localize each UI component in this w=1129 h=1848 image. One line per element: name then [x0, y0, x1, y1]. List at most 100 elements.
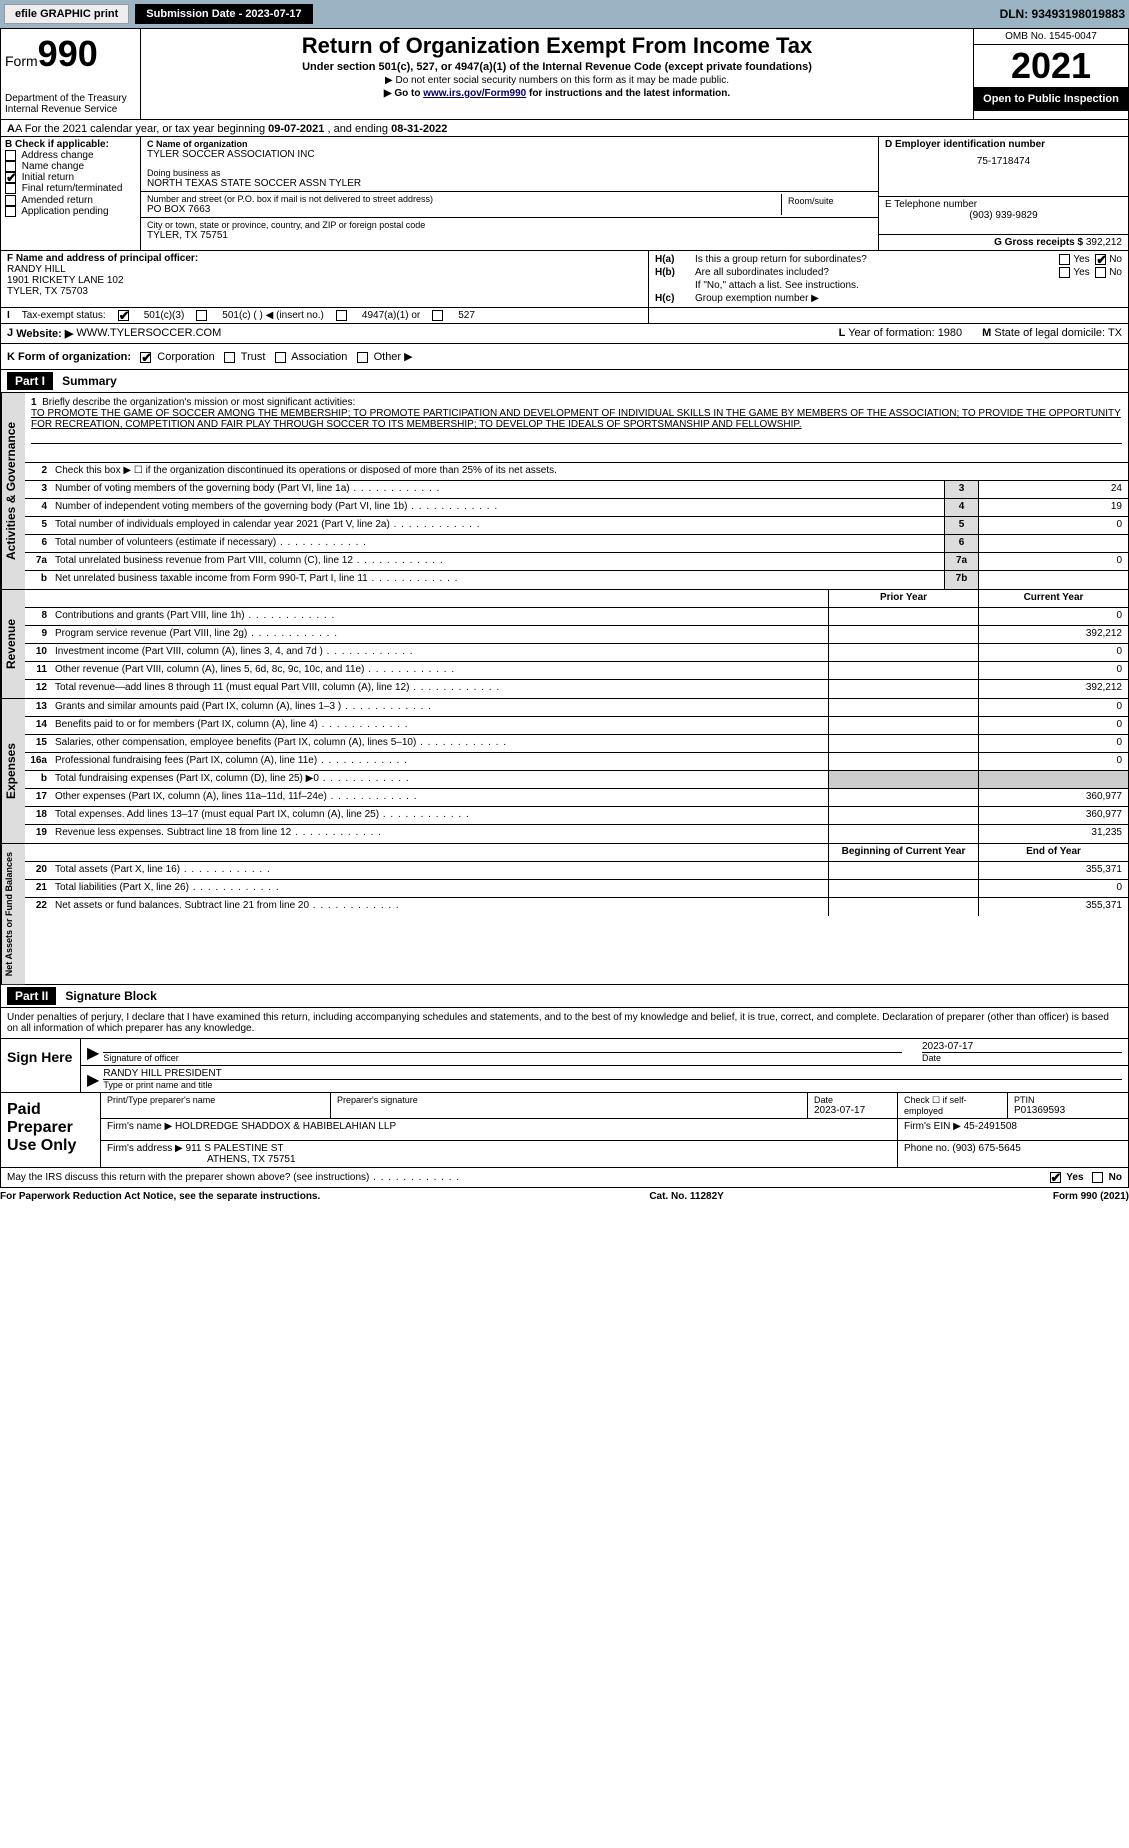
summary-row: b Net unrelated business taxable income …: [25, 571, 1128, 589]
row-num: 7a: [25, 553, 51, 570]
firm-addr-label: Firm's address ▶: [107, 1143, 183, 1154]
table-row: 10 Investment income (Part VIII, column …: [25, 644, 1128, 662]
submission-date-button[interactable]: Submission Date - 2023-07-17: [135, 4, 312, 24]
firm-name-label: Firm's name ▶: [107, 1121, 172, 1132]
table-row: 13 Grants and similar amounts paid (Part…: [25, 699, 1128, 717]
row-value: 19: [978, 499, 1128, 516]
hb-yes-check[interactable]: [1059, 267, 1070, 278]
row-num: 22: [25, 898, 51, 916]
line1-num: 1: [31, 397, 37, 408]
ha-yes-check[interactable]: [1059, 254, 1070, 265]
row-text: Net unrelated business taxable income fr…: [51, 571, 944, 589]
row-text: Number of voting members of the governin…: [51, 481, 944, 498]
row-text: Total expenses. Add lines 13–17 (must eq…: [51, 807, 828, 824]
section-c: C Name of organization TYLER SOCCER ASSO…: [141, 137, 878, 250]
org-name: TYLER SOCCER ASSOCIATION INC: [147, 149, 872, 160]
footer-bottom: For Paperwork Reduction Act Notice, see …: [0, 1188, 1129, 1205]
form-header: Form990 Department of the Treasury Inter…: [0, 28, 1129, 120]
hb-note-row: If "No," attach a list. See instructions…: [655, 279, 1122, 292]
i-501c-check[interactable]: [196, 310, 207, 321]
prior-value: [828, 735, 978, 752]
i-4947-check[interactable]: [336, 310, 347, 321]
row-num: 17: [25, 789, 51, 806]
row-box: 5: [944, 517, 978, 534]
hb-no-check[interactable]: [1095, 267, 1106, 278]
ptin-hdr: PTIN: [1014, 1095, 1122, 1105]
row-text: Salaries, other compensation, employee b…: [51, 735, 828, 752]
expense-body: 13 Grants and similar amounts paid (Part…: [25, 699, 1128, 843]
ha-no-check[interactable]: [1095, 254, 1106, 265]
phone-value: (903) 939-9829: [885, 210, 1122, 221]
net-assets-table: Net Assets or Fund Balances Beginning of…: [0, 844, 1129, 985]
current-value: 0: [978, 662, 1128, 679]
revenue-tab: Revenue: [1, 590, 25, 698]
discuss-no-check[interactable]: [1092, 1172, 1103, 1183]
k-opt1: Trust: [241, 351, 266, 363]
section-k: K Form of organization: Corporation Trus…: [0, 344, 1129, 370]
current-value: 0: [978, 735, 1128, 752]
prior-year-hdr: Prior Year: [828, 590, 978, 607]
goto-note: ▶ Go to www.irs.gov/Form990 for instruct…: [151, 88, 963, 99]
i-501c3-check[interactable]: [118, 310, 129, 321]
rev-hdr-text: [51, 590, 828, 607]
row-value: 0: [978, 553, 1128, 570]
irs-link[interactable]: www.irs.gov/Form990: [423, 88, 526, 99]
dba-label: Doing business as: [147, 168, 872, 178]
paid-row-3: Firm's address ▶ 911 S PALESTINE ST ATHE…: [101, 1141, 1128, 1167]
row-text: Total liabilities (Part X, line 26): [51, 880, 828, 897]
governance-tab: Activities & Governance: [1, 393, 25, 589]
sig-date-label: Date: [922, 1052, 1122, 1063]
prior-value: [828, 880, 978, 897]
i-opt3: 527: [458, 310, 475, 321]
prior-value: [828, 608, 978, 625]
k-assoc-check[interactable]: [275, 352, 286, 363]
k-corp-check[interactable]: [140, 352, 151, 363]
i-opt1: 501(c) ( ) ◀ (insert no.): [222, 310, 324, 321]
discuss-yes-check[interactable]: [1050, 1172, 1061, 1183]
street-label: Number and street (or P.O. box if mail i…: [147, 194, 781, 204]
prior-value: [828, 699, 978, 716]
i-527-check[interactable]: [432, 310, 443, 321]
current-value: 360,977: [978, 789, 1128, 806]
hc-text: Group exemption number ▶: [695, 293, 819, 304]
city-value: TYLER, TX 75751: [147, 230, 872, 241]
row-text: Total fundraising expenses (Part IX, col…: [51, 771, 828, 788]
b-check[interactable]: [5, 172, 16, 183]
row-num: b: [25, 771, 51, 788]
paid-label: Paid Preparer Use Only: [1, 1093, 101, 1167]
row-text: Program service revenue (Part VIII, line…: [51, 626, 828, 643]
net-body: Beginning of Current Year End of Year 20…: [25, 844, 1128, 984]
prior-value: [828, 680, 978, 698]
b-check[interactable]: [5, 150, 16, 161]
paperwork-notice: For Paperwork Reduction Act Notice, see …: [0, 1191, 320, 1202]
row-num: 11: [25, 662, 51, 679]
h-c-row: H(c) Group exemption number ▶: [655, 292, 1122, 305]
current-value: 0: [978, 699, 1128, 716]
table-row: 18 Total expenses. Add lines 13–17 (must…: [25, 807, 1128, 825]
part-1-title: Summary: [62, 374, 117, 388]
k-trust-check[interactable]: [224, 352, 235, 363]
rev-hdr-num: [25, 590, 51, 607]
prior-value: [828, 626, 978, 643]
firm-addr1-val: 911 S PALESTINE ST: [186, 1143, 284, 1154]
table-row: 11 Other revenue (Part VIII, column (A),…: [25, 662, 1128, 680]
prep-check-hdr: Check ☐ if self-employed: [898, 1093, 1008, 1118]
i-label: I: [7, 310, 10, 321]
section-d: D Employer identification number 75-1718…: [878, 137, 1128, 250]
header-right: OMB No. 1545-0047 2021 Open to Public In…: [973, 29, 1128, 119]
paid-l2: Preparer: [7, 1119, 94, 1137]
k-other-check[interactable]: [357, 352, 368, 363]
b-check[interactable]: [5, 183, 16, 194]
row-num: 20: [25, 862, 51, 879]
row-num: 10: [25, 644, 51, 661]
b-item-label: Application pending: [21, 206, 108, 217]
c-name-row: C Name of organization TYLER SOCCER ASSO…: [141, 137, 878, 192]
b-check[interactable]: [5, 195, 16, 206]
prep-date-val: 2023-07-17: [814, 1105, 891, 1116]
i-opt0: 501(c)(3): [144, 310, 185, 321]
b-item-label: Initial return: [22, 172, 74, 183]
row-text: Grants and similar amounts paid (Part IX…: [51, 699, 828, 716]
ha-label: H(a): [655, 254, 695, 265]
row-text: Total unrelated business revenue from Pa…: [51, 553, 944, 570]
b-check[interactable]: [5, 206, 16, 217]
